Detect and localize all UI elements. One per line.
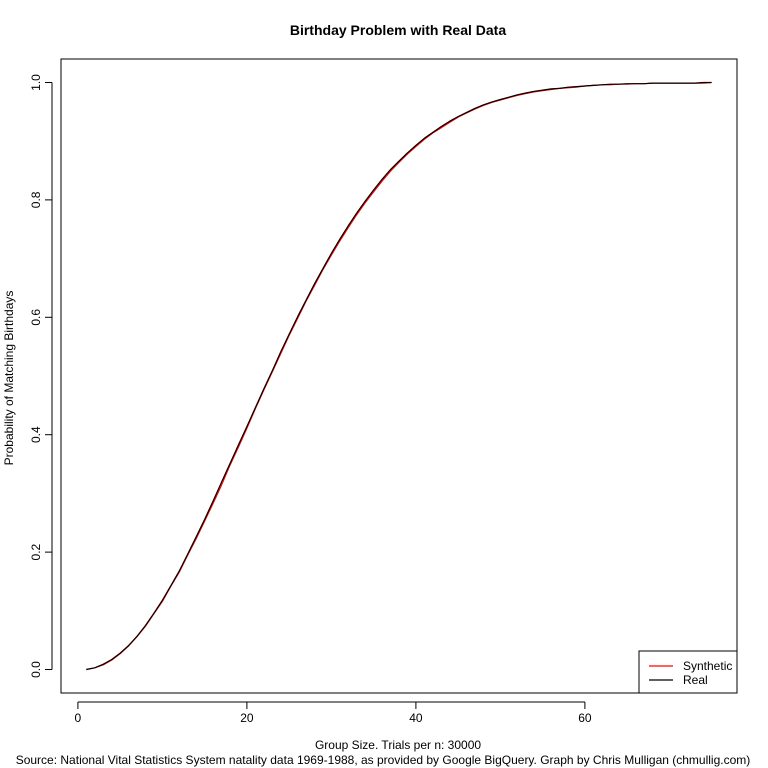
y-tick-label: 0.4	[29, 426, 43, 443]
y-tick-label: 0.2	[29, 543, 43, 560]
legend-box	[638, 650, 738, 694]
legend-label-synthetic: Synthetic	[683, 659, 732, 673]
y-tick-label: 0.0	[29, 661, 43, 678]
y-tick-label: 0.6	[29, 309, 43, 326]
y-tick-label: 0.8	[29, 191, 43, 208]
series-layer	[86, 81, 712, 671]
x-tick-label: 40	[409, 711, 423, 725]
chart-title: Birthday Problem with Real Data	[290, 22, 506, 38]
x-axis-label: Group Size. Trials per n: 30000	[315, 738, 481, 752]
axes: 0 20 40 60 0.0 0.2 0.4 0.6 0.8 1.0	[29, 74, 592, 725]
legend-label-real: Real	[683, 673, 708, 687]
x-tick-label: 0	[75, 711, 82, 725]
y-axis-label: Probability of Matching Birthdays	[2, 291, 16, 466]
series-line-real	[86, 81, 712, 671]
plot-frame	[60, 58, 738, 694]
x-tick-label: 20	[240, 711, 254, 725]
source-caption: Source: National Vital Statistics System…	[16, 753, 751, 767]
y-tick-label: 1.0	[29, 74, 43, 91]
x-tick-label: 60	[578, 711, 592, 725]
